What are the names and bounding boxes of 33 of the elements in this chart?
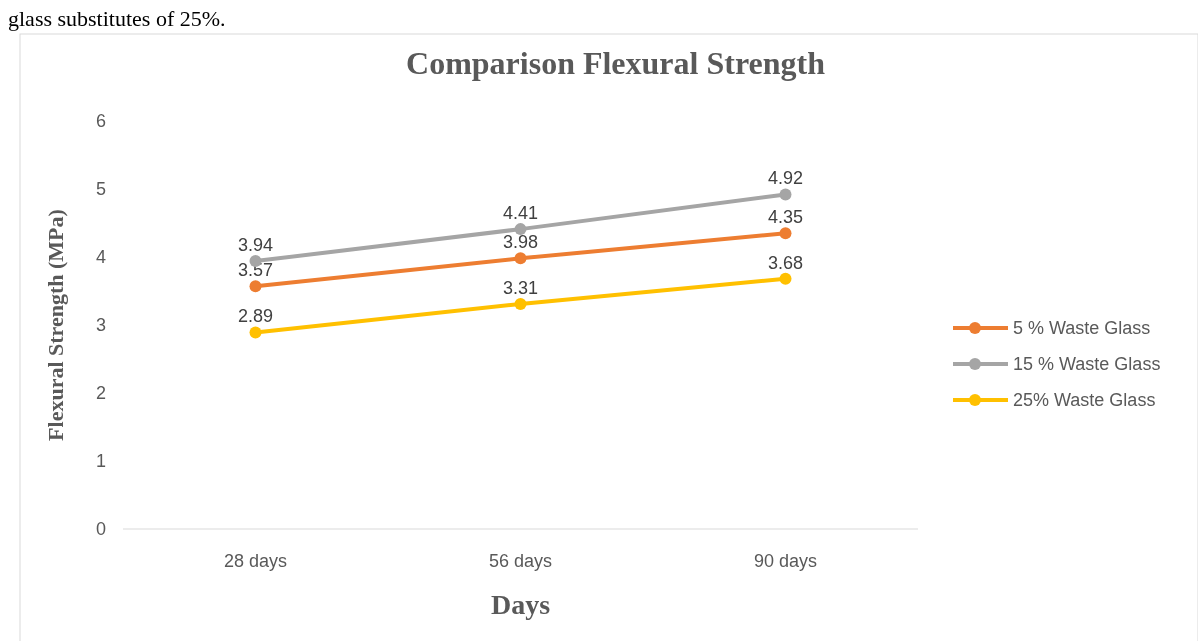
text: glass substitutes of 25%. [8, 6, 226, 31]
data-label: 3.98 [502, 232, 539, 253]
y-tick-label: 3 [95, 315, 106, 336]
y-tick-label: 2 [95, 383, 106, 404]
data-label: 4.41 [502, 203, 539, 224]
x-tick-label: 28 days [223, 551, 288, 571]
chart-title: Comparison Flexural Strength [406, 45, 826, 81]
point [779, 227, 792, 240]
legend-label: 15 % Waste Glass [1013, 354, 1161, 375]
data-label: 4.35 [767, 207, 804, 228]
legend-label: 25% Waste Glass [1013, 390, 1156, 411]
legend-label: 5 % Waste Glass [1013, 318, 1151, 339]
y-tick-label: 6 [95, 111, 106, 132]
y-tick-label: 0 [95, 519, 106, 540]
data-label: 3.94 [237, 235, 274, 256]
data-label: 3.31 [502, 277, 539, 298]
point [514, 297, 527, 310]
point [514, 223, 527, 236]
y-axis-title: Flexural Strength (MPa) [43, 209, 68, 441]
point [514, 252, 527, 265]
x-tick-label: 90 days [753, 551, 818, 571]
y-tick-label: 4 [95, 247, 106, 268]
point [779, 188, 792, 201]
data-label: 3.68 [767, 252, 804, 273]
point [779, 272, 792, 285]
y-tick-label: 5 [95, 179, 106, 200]
x-axis-title: Days [490, 589, 551, 620]
point [249, 326, 262, 339]
point [249, 280, 262, 293]
y-tick-label: 1 [95, 451, 106, 472]
data-label: 2.89 [237, 306, 274, 327]
x-tick-label: 56 days [488, 551, 553, 571]
data-label: 4.92 [767, 168, 804, 189]
